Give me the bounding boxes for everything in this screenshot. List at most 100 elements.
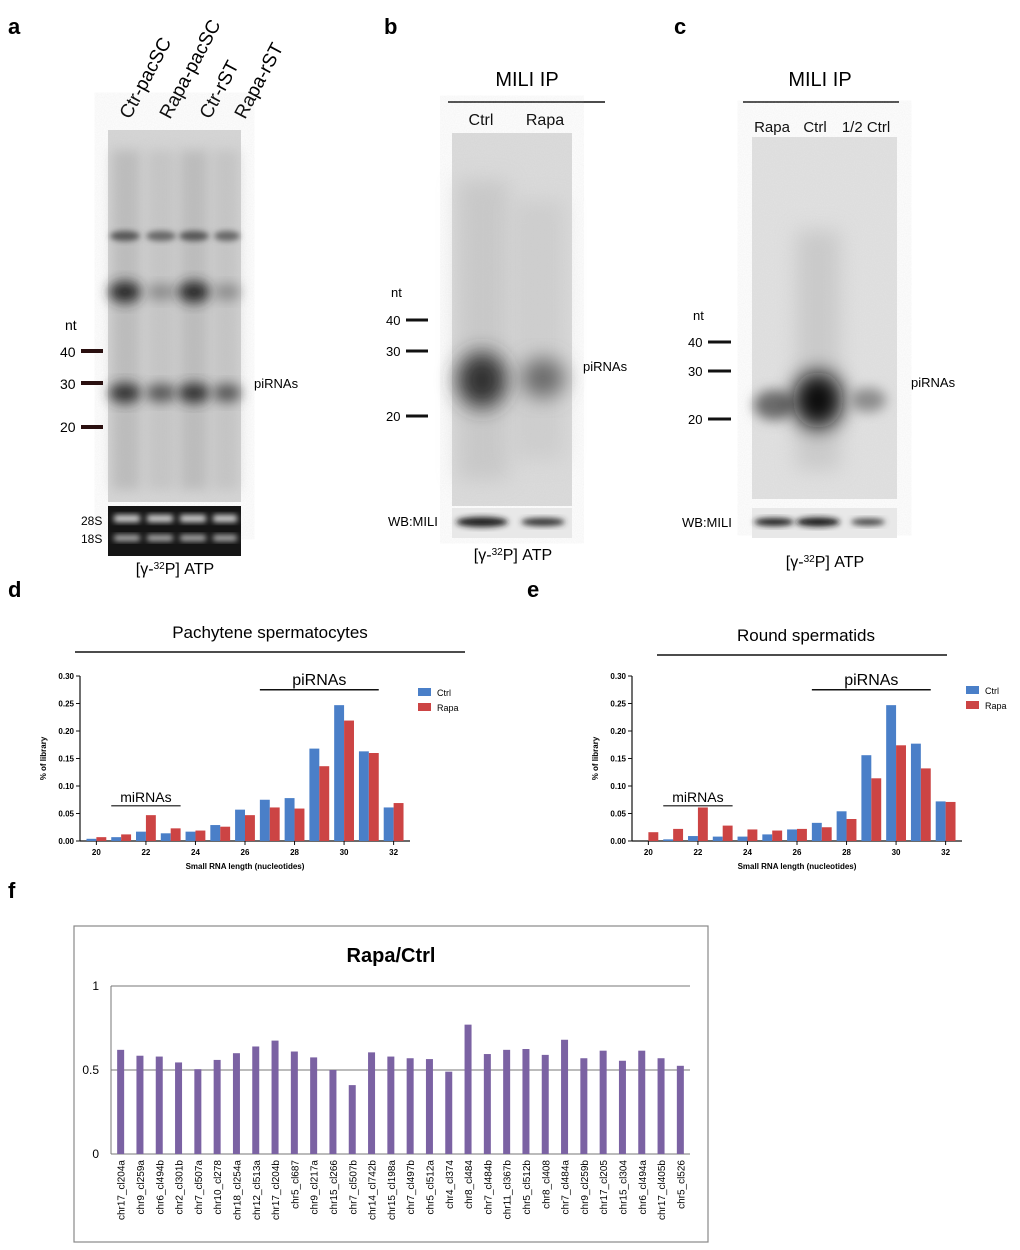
bar-chr2_cl301b: [175, 1062, 183, 1154]
panel-letter-c: c: [674, 14, 686, 39]
mirnas-annotation-d: miRNAs: [120, 789, 171, 805]
y-tick-label-e: 0.05: [610, 810, 626, 819]
bar-rapa-21: [121, 834, 132, 841]
x-tick-label-chr5_cl526: chr5_cl526: [676, 1160, 687, 1209]
marker-20-a: 20: [60, 419, 76, 435]
bar-ctrl-25: [762, 834, 773, 841]
x-tick-label-chr9_cl259a: chr9_cl259a: [136, 1160, 147, 1215]
x-tick-label-e: 30: [892, 848, 901, 857]
bar-chr10_cl278: [213, 1059, 221, 1154]
marker-40-c: 40: [688, 335, 702, 350]
x-tick-label-d: 30: [340, 848, 349, 857]
y-tick-label-e: 0.20: [610, 727, 626, 736]
x-tick-label-chr2_cl301b: chr2_cl301b: [175, 1160, 186, 1215]
bar-chr8_cl408: [541, 1054, 549, 1154]
x-tick-label-chr7_cl484a: chr7_cl484a: [561, 1160, 572, 1215]
bar-ctrl-30: [886, 705, 897, 841]
bar-chr12_cl513a: [252, 1046, 260, 1154]
x-tick-label-chr5_cl512a: chr5_cl512a: [425, 1160, 436, 1215]
pirna-label-c: piRNAs: [911, 375, 956, 390]
panel-b: b MILI IP Ctrl Rapa nt 40 30 20 piRNAs W…: [384, 14, 628, 564]
bar-chr8_cl484: [464, 1024, 472, 1154]
blot-image-a: [108, 130, 241, 502]
legend-swatch-rapa-e: [966, 701, 979, 709]
bar-chart-e: e Round spermatids 0.00 0.05 0.10 0.15 0.20 0.2…: [527, 577, 1007, 871]
x-tick-label-chr9_cl217a: chr9_cl217a: [310, 1160, 321, 1215]
bar-chr7_cl507b: [348, 1085, 356, 1154]
bar-chr14_cl742b: [368, 1052, 376, 1154]
x-tick-label-d: 22: [141, 848, 150, 857]
x-tick-label-chr12_cl513a: chr12_cl513a: [252, 1160, 263, 1220]
x-tick-label-chr10_cl278: chr10_cl278: [213, 1160, 224, 1215]
bar-ctrl-22: [688, 836, 698, 841]
bar-ctrl-25: [210, 825, 221, 841]
bar-rapa-22: [697, 807, 708, 841]
bar-rapa-32: [945, 801, 956, 841]
x-tick-label-e: 24: [743, 848, 752, 857]
bar-ctrl-28: [284, 798, 295, 841]
lane-label-ctrl-c: Ctrl: [803, 119, 826, 136]
x-tick-label-chr15_cl304: chr15_cl304: [618, 1160, 629, 1215]
marker-20-c: 20: [688, 412, 702, 427]
bar-rapa-26: [797, 828, 807, 841]
panel-letter-f: f: [8, 878, 16, 903]
bar-ctrl-24: [185, 831, 196, 841]
bar-rapa-29: [319, 766, 330, 841]
panel-letter-e: e: [527, 577, 539, 602]
rrna-28s-label: 28S: [81, 514, 102, 528]
panel-a: a Ctr-pacSC Rapa-pacSC Ctr-rST Rapa-rST: [8, 14, 299, 578]
bar-ctrl-21: [663, 839, 674, 841]
bar-rapa-23: [722, 825, 733, 841]
bar-chr5_cl526: [676, 1065, 684, 1154]
nt-label-c: nt: [693, 308, 704, 323]
panel-letter-b: b: [384, 14, 397, 39]
y-tick-label-d: 0.25: [58, 700, 74, 709]
bar-chr18_cl254a: [232, 1053, 240, 1154]
bar-ctrl-23: [712, 836, 723, 841]
bar-rapa-24: [195, 830, 206, 841]
y-tick-label-d: 0.05: [58, 810, 74, 819]
x-tick-label-e: 20: [644, 848, 653, 857]
bar-rapa-24: [747, 829, 758, 841]
legend-label-rapa-d: Rapa: [437, 703, 459, 713]
bar-rapa-30: [344, 720, 354, 841]
lane-label-rapa-b: Rapa: [526, 112, 564, 129]
x-tick-label-chr14_cl742b: chr14_cl742b: [368, 1160, 379, 1220]
bar-ctrl-32: [935, 801, 946, 841]
x-axis-label-d: Small RNA length (nucleotides): [186, 862, 305, 871]
mili-ip-title-b: MILI IP: [495, 69, 558, 91]
bar-rapa-25: [772, 830, 783, 841]
bar-ctrl-26: [787, 829, 797, 841]
legend-label-ctrl-e: Ctrl: [985, 686, 999, 696]
nt-label-b: nt: [391, 285, 402, 300]
x-tick-label-chr7_cl497b: chr7_cl497b: [406, 1160, 417, 1215]
y-axis-label-d: % of library: [39, 736, 48, 780]
wb-label-b: WB:MILI: [388, 514, 438, 529]
panel-c: c MILI IP Rapa Ctrl 1/2 Ctrl nt 40 30 20…: [674, 14, 956, 571]
bar-rapa-23: [170, 828, 181, 841]
caption-c: [γ-32P] ATP: [786, 554, 864, 572]
bar-rapa-20: [96, 837, 107, 841]
blot-image-b: [452, 133, 572, 506]
chart-title-d: Pachytene spermatocytes: [172, 623, 368, 642]
bar-ctrl-22: [136, 831, 146, 841]
bar-chr4_cl374: [445, 1071, 453, 1154]
bar-rapa-27: [821, 827, 832, 841]
legend-swatch-rapa-d: [418, 703, 431, 711]
bar-ctrl-27: [259, 799, 270, 841]
pirnas-annotation-e: piRNAs: [844, 672, 898, 689]
caption-b: [γ-32P] ATP: [474, 547, 552, 565]
bar-rapa-22: [145, 815, 156, 841]
bar-chr11_cl367b: [503, 1049, 511, 1154]
x-tick-label-d: 20: [92, 848, 101, 857]
x-tick-label-chr6_cl494b: chr6_cl494b: [155, 1160, 166, 1215]
bar-ctrl-29: [309, 748, 320, 841]
x-tick-label-chr11_cl367b: chr11_cl367b: [503, 1160, 514, 1220]
bar-chr6_cl494a: [638, 1050, 646, 1154]
bar-rapa-28: [846, 819, 857, 841]
bar-chr5_cl512b: [522, 1049, 530, 1154]
bar-chr17_cl405b: [657, 1058, 665, 1154]
bar-ctrl-31: [910, 743, 921, 841]
x-tick-label-chr15_cl198a: chr15_cl198a: [387, 1160, 398, 1220]
